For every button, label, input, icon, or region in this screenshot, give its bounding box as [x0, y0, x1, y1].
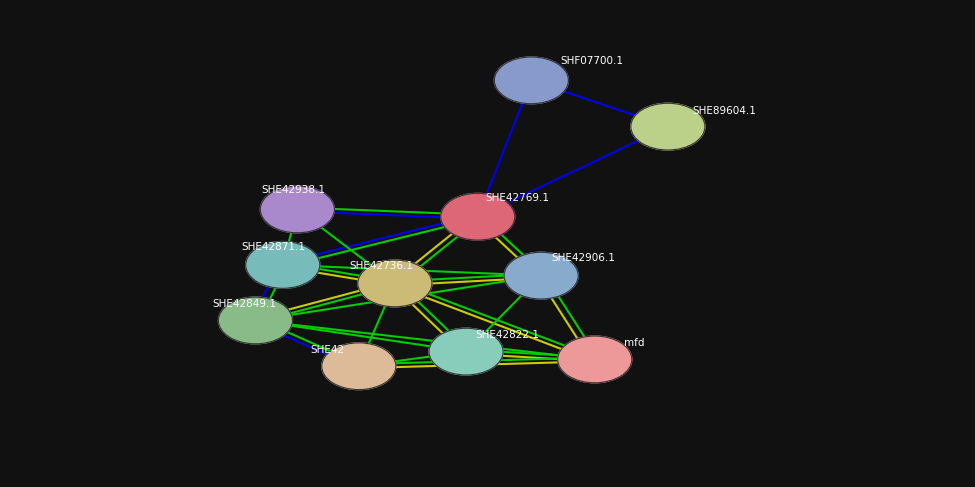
Text: SHE42871.1: SHE42871.1 — [242, 242, 306, 252]
Text: SHE42938.1: SHE42938.1 — [261, 185, 326, 195]
Text: SHE42822.1: SHE42822.1 — [476, 330, 540, 340]
Text: SHE89604.1: SHE89604.1 — [692, 106, 757, 116]
Text: SHE42769.1: SHE42769.1 — [486, 193, 550, 203]
Text: SHF07700.1: SHF07700.1 — [561, 56, 624, 66]
Text: SHE42906.1: SHE42906.1 — [551, 253, 615, 263]
Text: SHE42736.1: SHE42736.1 — [349, 261, 413, 271]
Ellipse shape — [441, 193, 515, 240]
Ellipse shape — [246, 242, 320, 288]
Ellipse shape — [494, 57, 568, 104]
Text: SHE42: SHE42 — [310, 344, 344, 355]
Ellipse shape — [218, 297, 292, 344]
Ellipse shape — [429, 328, 503, 375]
Ellipse shape — [322, 343, 396, 390]
Ellipse shape — [260, 186, 334, 233]
Ellipse shape — [558, 336, 632, 383]
Text: SHE42849.1: SHE42849.1 — [213, 299, 277, 309]
Ellipse shape — [631, 103, 705, 150]
Ellipse shape — [358, 260, 432, 307]
Text: mfd: mfd — [624, 338, 644, 348]
Ellipse shape — [504, 252, 578, 299]
